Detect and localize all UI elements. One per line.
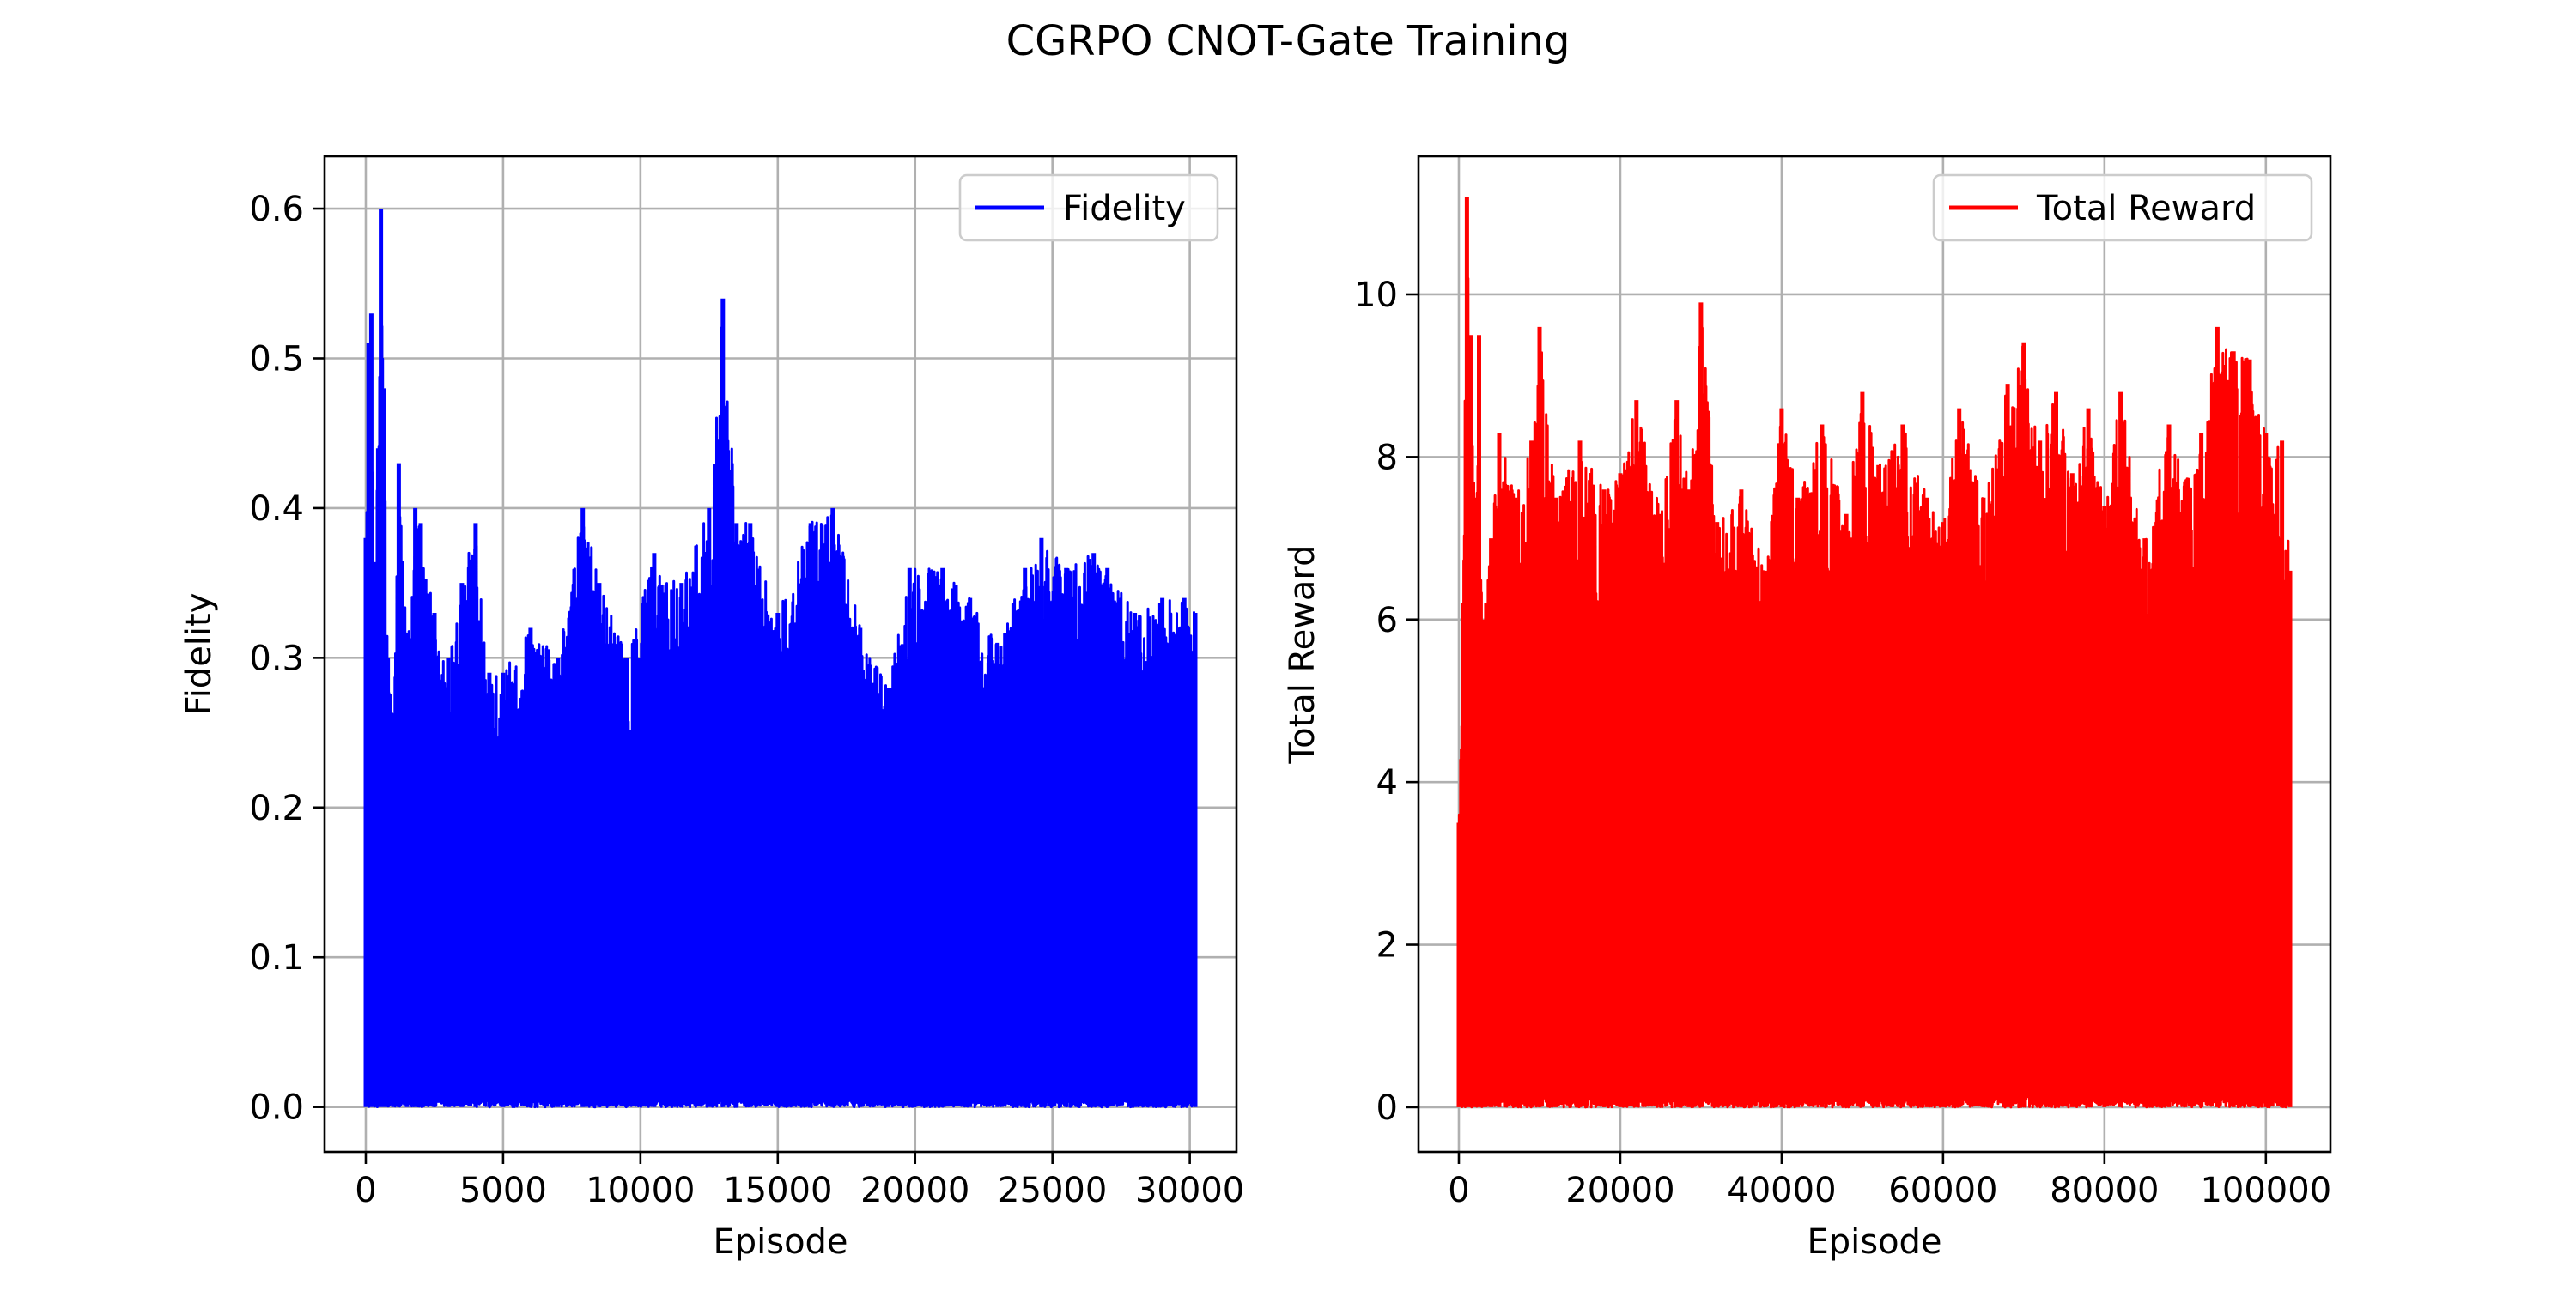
x-tick-label: 20000 <box>860 1171 969 1210</box>
series-line-total-reward <box>1457 277 2292 1109</box>
x-axis-label: Episode <box>713 1222 848 1262</box>
legend: Total Reward <box>1932 173 2313 242</box>
y-tick-label: 0.3 <box>249 639 304 678</box>
figure-suptitle: CGRPO CNOT-Gate Training <box>1006 17 1571 65</box>
y-tick-label: 0.1 <box>249 938 304 978</box>
y-axis-label: Fidelity <box>179 593 219 716</box>
y-tick-label: 0.5 <box>249 339 304 379</box>
x-tick-label: 25000 <box>998 1171 1107 1210</box>
legend: Fidelity <box>958 173 1219 242</box>
y-tick-label: 4 <box>1376 763 1398 803</box>
legend-label: Fidelity <box>1063 189 1186 228</box>
legend-box <box>958 173 1219 242</box>
y-tick-label: 8 <box>1376 438 1398 477</box>
legend-box <box>1932 173 2313 242</box>
y-tick-label: 0 <box>1376 1088 1398 1128</box>
x-tick-label: 0 <box>1448 1171 1469 1210</box>
axes-frame <box>1417 155 2332 1154</box>
x-tick-label: 30000 <box>1135 1171 1244 1210</box>
x-tick-label: 80000 <box>2050 1171 2159 1210</box>
y-tick-label: 6 <box>1376 601 1398 640</box>
series-peaks-fidelity <box>363 209 1198 1107</box>
axes-frame <box>323 155 1238 1154</box>
x-tick-label: 0 <box>355 1171 376 1210</box>
x-tick-label: 20000 <box>1565 1171 1674 1210</box>
y-tick-label: 0.2 <box>249 789 304 828</box>
x-axis-label: Episode <box>1807 1222 1941 1262</box>
total-reward-panel: 0 20000 40000 60000 80000 100000 0 2 4 6 8 10 Episod… <box>1283 155 2332 1262</box>
y-tick-label: 2 <box>1376 926 1398 966</box>
y-tick-label: 10 <box>1354 276 1398 315</box>
y-tick-label: 0.4 <box>249 489 304 529</box>
x-tick-label: 40000 <box>1727 1171 1836 1210</box>
x-tick-label: 15000 <box>723 1171 832 1210</box>
legend-label: Total Reward <box>2036 189 2256 228</box>
x-tick-label: 10000 <box>586 1171 695 1210</box>
x-tick-label: 100000 <box>2200 1171 2331 1210</box>
x-tick-label: 5000 <box>459 1171 547 1210</box>
y-tick-label: 0.0 <box>249 1088 304 1128</box>
y-tick-label: 0.6 <box>249 190 304 229</box>
series-peaks-total-reward <box>1456 197 2293 1107</box>
y-axis-label: Total Reward <box>1283 544 1322 764</box>
x-tick-label: 60000 <box>1888 1171 1997 1210</box>
fidelity-panel: 0 5000 10000 15000 20000 25000 30000 0.0 0.1 0.2 0… <box>179 155 1244 1262</box>
